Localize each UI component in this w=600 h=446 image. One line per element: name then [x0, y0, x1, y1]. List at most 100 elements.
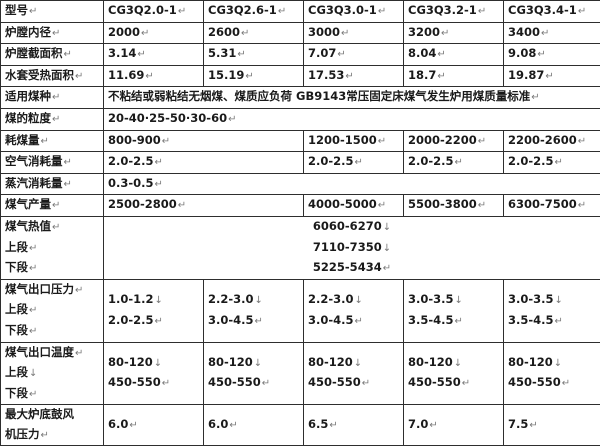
table-row-steam-consumption: 蒸汽消耗量↵ 0.3-0.5↵	[1, 173, 600, 195]
row-label-air-consumption: 空气消耗量↵	[1, 152, 104, 174]
paragraph-mark-icon: ↵	[228, 420, 237, 431]
heat-value-lower: 5225-5434↵	[108, 258, 596, 279]
table-row-gas-heat-value: 煤气热值↵ 上段↵ 下段↵ 6060-6270↓ 7110-7350↓ 5225…	[1, 216, 600, 279]
paragraph-mark-icon: ↵	[28, 263, 37, 274]
temperature-total: 80-120↓	[108, 353, 199, 374]
paragraph-mark-icon: ↵	[377, 200, 386, 211]
paragraph-mark-icon: ↵	[154, 157, 163, 168]
pressure-total: 3.0-3.5↓	[508, 290, 596, 311]
cell-jacket-area-1: 11.69↵	[104, 65, 204, 87]
row-label-max-blower-pressure: 最大炉底鼓风 机压力↵	[1, 405, 104, 446]
label-line-heat-value: 煤气热值↵	[5, 217, 99, 238]
paragraph-mark-icon: ↵	[177, 200, 186, 211]
line-break-mark-icon: ↓	[454, 295, 463, 306]
table-row-inner-diameter: 炉膛内径↵ 2000↵ 2600↵ 3000↵ 3200↵ 3400↵	[1, 22, 600, 44]
cell-gas-output-1: 2500-2800↵	[104, 195, 304, 217]
paragraph-mark-icon: ↵	[28, 305, 37, 316]
table-row-coal-consumption: 耗煤量↵ 800-900↵ 1200-1500↵ 2000-2200↵ 2200…	[1, 130, 600, 152]
cell-coal-type-merged: 不粘结或弱粘结无烟煤、煤质应负荷 GB9143常压固定床煤气发生炉用煤质量标准↵	[104, 87, 600, 109]
line-break-mark-icon: ↓	[154, 295, 163, 306]
paragraph-mark-icon: ↵	[361, 378, 370, 389]
cell-gas-output-4: 6300-7500↵	[504, 195, 600, 217]
pressure-upper: 3.0-4.5↵	[308, 311, 399, 332]
paragraph-mark-icon: ↵	[354, 316, 363, 327]
pressure-upper: 3.5-4.5↵	[408, 311, 499, 332]
temperature-upper: 450-550↵	[208, 373, 299, 394]
paragraph-mark-icon: ↵	[74, 285, 83, 296]
label-line-upper-stage: 上段↵	[5, 300, 99, 321]
line-break-mark-icon: ↓	[153, 358, 162, 369]
cell-steam-consumption-merged: 0.3-0.5↵	[104, 173, 600, 195]
temperature-total: 80-120↓	[308, 353, 399, 374]
paragraph-mark-icon: ↵	[340, 28, 349, 39]
cell-gas-output-2: 4000-5000↵	[304, 195, 404, 217]
table-row-jacket-area: 水套受热面积↵ 11.69↵ 15.19↵ 17.53↵ 18.7↵ 19.87…	[1, 65, 600, 87]
cell-gas-outlet-pressure-4: 3.0-3.5↓ 3.5-4.5↵	[404, 279, 504, 342]
row-label-gas-outlet-pressure: 煤气出口压力↵ 上段↵ 下段↵	[1, 279, 104, 342]
cell-section-area-2: 5.31↵	[204, 44, 304, 66]
paragraph-mark-icon: ↵	[382, 263, 391, 274]
table-row-model: 型号↵ CG3Q2.0-1↵ CG3Q2.6-1↵ CG3Q3.0-1↵ CG3…	[1, 1, 600, 23]
cell-max-blower-pressure-1: 6.0↵	[104, 405, 204, 446]
label-line-outlet-pressure: 煤气出口压力↵	[5, 280, 99, 301]
paragraph-mark-icon: ↵	[530, 92, 539, 103]
temperature-upper: 450-550↵	[108, 373, 199, 394]
paragraph-mark-icon: ↵	[240, 28, 249, 39]
paragraph-mark-icon: ↵	[136, 49, 145, 60]
paragraph-mark-icon: ↵	[540, 28, 549, 39]
label-line-outlet-temperature: 煤气出口温度↵	[5, 343, 99, 364]
cell-gas-heat-value-merged: 6060-6270↓ 7110-7350↓ 5225-5434↵	[104, 216, 600, 279]
pressure-total: 2.2-3.0↓	[208, 290, 299, 311]
paragraph-mark-icon: ↵	[63, 157, 72, 168]
line-break-mark-icon: ↓	[382, 222, 391, 233]
cell-gas-outlet-temperature-4: 80-120↓ 450-550↵	[404, 342, 504, 405]
cell-coal-consumption-4: 2200-2600↵	[504, 130, 600, 152]
cell-air-consumption-1: 2.0-2.5↵	[104, 152, 304, 174]
cell-inner-diameter-3: 3000↵	[304, 22, 404, 44]
label-line-blower-2: 机压力↵	[5, 425, 99, 446]
paragraph-mark-icon: ↵	[454, 157, 463, 168]
row-label-gas-output: 煤气产量↵	[1, 195, 104, 217]
cell-gas-outlet-temperature-1: 80-120↓ 450-550↵	[104, 342, 204, 405]
paragraph-mark-icon: ↵	[28, 6, 37, 17]
heat-value-total: 6060-6270↓	[108, 217, 596, 238]
row-label-coal-type: 适用煤种↵	[1, 87, 104, 109]
cell-max-blower-pressure-4: 7.0↵	[404, 405, 504, 446]
temperature-total: 80-120↓	[508, 353, 596, 374]
table-row-gas-outlet-pressure: 煤气出口压力↵ 上段↵ 下段↵ 1.0-1.2↓ 2.0-2.5↵ 2.2-3.…	[1, 279, 600, 342]
paragraph-mark-icon: ↵	[344, 71, 353, 82]
cell-jacket-area-2: 15.19↵	[204, 65, 304, 87]
cell-section-area-5: 9.08↵	[504, 44, 600, 66]
paragraph-mark-icon: ↵	[440, 28, 449, 39]
cell-max-blower-pressure-3: 6.5↵	[304, 405, 404, 446]
cell-gas-outlet-temperature-2: 80-120↓ 450-550↵	[204, 342, 304, 405]
row-label-coal-size: 煤的粒度↵	[1, 108, 104, 130]
label-line-lower-stage: 下段↵	[5, 321, 99, 342]
temperature-upper: 450-550↵	[308, 373, 399, 394]
paragraph-mark-icon: ↵	[140, 28, 149, 39]
paragraph-mark-icon: ↵	[28, 389, 37, 400]
paragraph-mark-icon: ↵	[51, 28, 60, 39]
paragraph-mark-icon: ↵	[436, 49, 445, 60]
cell-gas-outlet-temperature-5: 80-120↓ 450-550↵	[504, 342, 600, 405]
label-line-lower-stage: 下段↵	[5, 258, 99, 279]
paragraph-mark-icon: ↵	[28, 243, 37, 254]
line-break-mark-icon: ↓	[253, 358, 262, 369]
paragraph-mark-icon: ↵	[561, 378, 570, 389]
cell-model-5: CG3Q3.4-1↵	[504, 1, 600, 23]
row-label-gas-outlet-temperature: 煤气出口温度↵ 上段↓ 下段↵	[1, 342, 104, 405]
paragraph-mark-icon: ↵	[536, 49, 545, 60]
paragraph-mark-icon: ↵	[436, 71, 445, 82]
pressure-upper: 3.5-4.5↵	[508, 311, 596, 332]
cell-model-1: CG3Q2.0-1↵	[104, 1, 204, 23]
label-line-blower-1: 最大炉底鼓风	[5, 405, 99, 425]
paragraph-mark-icon: ↵	[74, 348, 83, 359]
paragraph-mark-icon: ↵	[144, 71, 153, 82]
line-break-mark-icon: ↓	[554, 295, 563, 306]
row-label-steam-consumption: 蒸汽消耗量↵	[1, 173, 104, 195]
paragraph-mark-icon: ↵	[461, 378, 470, 389]
paragraph-mark-icon: ↵	[227, 114, 236, 125]
paragraph-mark-icon: ↵	[377, 6, 386, 17]
